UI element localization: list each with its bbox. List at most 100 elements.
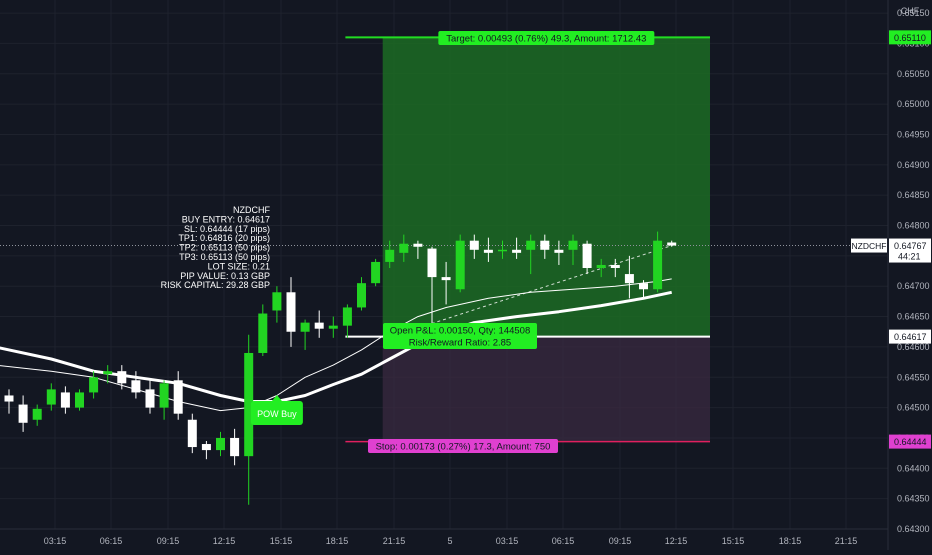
candle <box>201 440 211 460</box>
candle <box>413 240 423 259</box>
candle-body <box>230 437 240 457</box>
info-line: NZDCHF <box>233 205 270 215</box>
x-tick-label: 06:15 <box>552 536 575 546</box>
currency-label: CHF <box>901 6 920 16</box>
candle-body <box>498 249 507 252</box>
candle-body <box>18 404 28 423</box>
target-label-bg <box>438 31 655 45</box>
candle-body <box>639 283 648 290</box>
y-tick-label: 0.64600 <box>897 342 930 352</box>
candle <box>300 319 310 350</box>
candle-body <box>89 377 99 393</box>
candle-body <box>4 395 14 402</box>
candle <box>4 389 14 414</box>
candle <box>596 258 606 278</box>
candle <box>498 240 507 259</box>
candle <box>554 240 564 265</box>
candle-body <box>46 389 56 405</box>
info-line: TP3: 0.65113 (50 pips) <box>179 252 270 262</box>
candle <box>117 365 127 390</box>
candle-body <box>75 392 84 408</box>
stop-label-bg <box>368 439 558 453</box>
candle <box>103 365 113 384</box>
candle-body <box>469 240 479 250</box>
candle <box>258 304 268 357</box>
candle-body <box>60 392 70 408</box>
candle <box>173 371 183 420</box>
candle <box>582 240 592 275</box>
pnl-label: Open P&L: 0.00150, Qty: 144508 <box>383 323 537 337</box>
info-line: PIP VALUE: 0.13 GBP <box>180 271 270 281</box>
candle <box>624 255 634 299</box>
candle <box>483 237 493 262</box>
candle-body <box>342 307 352 326</box>
stop-zone <box>382 336 710 442</box>
target-label: Target: 0.00493 (0.76%) 49.3, Amount: 17… <box>438 31 655 45</box>
info-line: TP1: 0.64816 (20 pips) <box>178 233 270 243</box>
x-tick-label: 03:15 <box>496 536 519 546</box>
symbol-tag-bg <box>851 238 887 253</box>
y-tick-label: 0.65050 <box>897 69 930 79</box>
candle-body <box>286 292 296 332</box>
current-price-tag-bg <box>889 238 931 263</box>
candle-body <box>103 371 113 375</box>
target-label-text: Target: 0.00493 (0.76%) 49.3, Amount: 17… <box>446 34 646 45</box>
x-tick-label: 09:15 <box>157 536 180 546</box>
candle <box>342 304 352 338</box>
candle-body <box>159 383 169 408</box>
candle <box>46 383 56 411</box>
x-tick-label: 15:15 <box>270 536 293 546</box>
entry-price-tag-bg <box>889 329 931 344</box>
trend-line <box>391 245 672 338</box>
candle-body <box>131 380 141 393</box>
candle-body <box>441 277 451 281</box>
candle-body <box>610 264 620 268</box>
candle <box>272 286 282 323</box>
info-line: TP2: 0.65113 (50 pips) <box>179 243 270 253</box>
candle-body <box>596 264 606 268</box>
candle-body <box>653 240 663 290</box>
candle-body <box>667 242 677 246</box>
target-price-tag-bg <box>889 30 931 45</box>
x-tick-label: 03:15 <box>44 536 67 546</box>
candle <box>131 371 141 399</box>
candle <box>230 428 240 466</box>
x-tick-label: 5 <box>447 536 452 546</box>
candle-body <box>145 389 155 408</box>
x-tick-label: 18:15 <box>326 536 349 546</box>
candle <box>328 316 338 338</box>
candle-body <box>413 243 423 247</box>
candle <box>32 404 42 426</box>
stop-price-tag: 0.64444 <box>889 434 931 449</box>
buy-signal-arrow <box>271 395 282 401</box>
candle <box>314 310 324 338</box>
rr-label-text: Risk/Reward Ratio: 2.85 <box>409 338 511 349</box>
y-tick-label: 0.64950 <box>897 129 930 139</box>
buy-signal-box <box>250 401 303 425</box>
candle-body <box>216 437 225 451</box>
candle-body <box>117 371 127 384</box>
target-price-tag: 0.65110 <box>889 30 931 45</box>
candle-body <box>568 240 578 250</box>
x-tick-label: 09:15 <box>609 536 632 546</box>
candle-body <box>314 322 324 329</box>
y-tick-label: 0.64550 <box>897 372 930 382</box>
candle <box>441 261 451 305</box>
candle-body <box>427 248 437 278</box>
entry-price-tag: 0.64617 <box>889 329 931 344</box>
y-tick-label: 0.64650 <box>897 312 930 322</box>
rr-label: Risk/Reward Ratio: 2.85 <box>383 335 537 349</box>
y-tick-label: 0.64350 <box>897 494 930 504</box>
stop-price-tag-bg <box>889 434 931 449</box>
candle <box>357 277 366 311</box>
candle-body <box>554 249 564 253</box>
y-tick-label: 0.64300 <box>897 524 930 534</box>
candle-body <box>512 249 522 253</box>
info-line: SL: 0.64444 (17 pips) <box>184 224 270 234</box>
y-tick-label: 0.64700 <box>897 281 930 291</box>
candle-body <box>357 283 366 308</box>
candle <box>610 258 620 278</box>
x-tick-label: 06:15 <box>100 536 123 546</box>
